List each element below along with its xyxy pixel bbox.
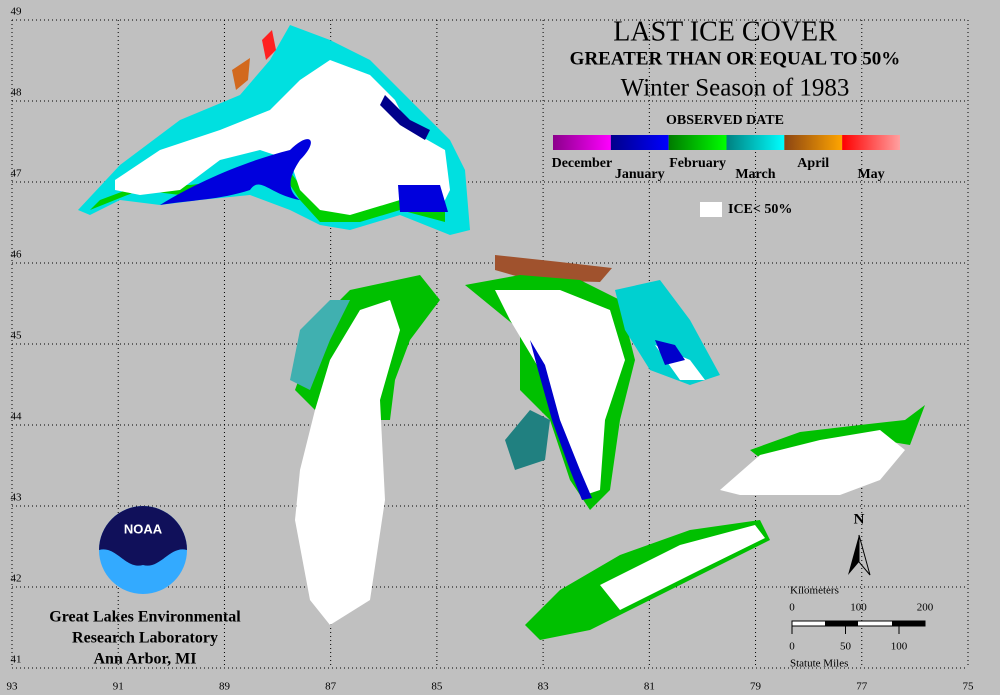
longitude-label: 93 — [7, 681, 19, 693]
scale-tick-label: 100 — [891, 641, 908, 653]
ice-may — [262, 30, 276, 60]
ice-march — [290, 300, 350, 390]
open-water — [600, 525, 765, 610]
ice-january — [160, 139, 311, 205]
ice-march — [505, 410, 550, 470]
latitude-label: 44 — [11, 411, 23, 423]
longitude-label: 83 — [538, 681, 550, 693]
ice-january — [398, 185, 448, 212]
legend-swatch — [784, 135, 843, 150]
open-water — [115, 60, 450, 215]
open-water — [720, 430, 905, 495]
longitude-label: 79 — [750, 681, 762, 693]
ice-swatch — [700, 202, 722, 217]
open-water — [495, 290, 625, 495]
latitude-label: 48 — [11, 87, 23, 99]
scale-km — [825, 621, 858, 626]
longitude-label: 77 — [856, 681, 868, 693]
ice-april — [232, 58, 250, 90]
open-water — [295, 300, 400, 625]
lab-line: Great Lakes Environmental — [49, 609, 241, 626]
legend-swatch — [610, 135, 669, 150]
ice-january — [655, 340, 685, 365]
ice-january — [530, 340, 592, 500]
lake-erie — [525, 520, 770, 640]
scale-title: Kilometers — [790, 585, 839, 597]
legend-swatch — [553, 135, 611, 150]
longitude-label: 75 — [963, 681, 975, 693]
legend-label: December — [552, 156, 613, 171]
latitude-label: 47 — [11, 168, 23, 180]
scale-km — [892, 621, 925, 626]
north-arrow — [858, 534, 871, 576]
legend-swatch — [842, 135, 900, 150]
lake-ontario — [720, 405, 925, 495]
latitude-label: 41 — [11, 654, 22, 666]
scale-tick-label: 0 — [789, 602, 795, 614]
longitude-label: 81 — [644, 681, 655, 693]
legend-swatch — [668, 135, 727, 150]
latitude-label: 45 — [11, 330, 23, 342]
lab-line: Research Laboratory — [72, 630, 218, 647]
scale-tick-label: 200 — [917, 602, 934, 614]
latitude-label: 43 — [11, 492, 23, 504]
scale-bar: Kilometers Statute Miles 0 100 200 0 50 100 — [789, 585, 934, 670]
longitude-label: 89 — [219, 681, 231, 693]
latitude-label: 46 — [11, 249, 23, 261]
legend-label: January — [615, 167, 665, 182]
longitude-label: 85 — [431, 681, 443, 693]
legend-label: May — [857, 167, 884, 182]
scale-tick-label: 0 — [789, 641, 795, 653]
legend-swatch — [726, 135, 785, 150]
lake-michigan — [290, 275, 440, 625]
north-arrow — [848, 535, 859, 575]
title: LAST ICE COVER — [613, 16, 837, 47]
season: Winter Season of 1983 — [621, 75, 850, 102]
legend-label: April — [797, 156, 829, 171]
noaa-logo: NOAA — [99, 506, 187, 594]
ice-march — [615, 280, 720, 385]
scale-title: Statute Miles — [790, 658, 848, 670]
scale-tick-label: 100 — [850, 602, 867, 614]
legend-label: February — [669, 156, 726, 171]
ice-label: ICE< 50% — [728, 202, 792, 217]
logo-top — [99, 506, 187, 566]
lake-huron — [465, 275, 720, 510]
latitude-label: 42 — [11, 573, 22, 585]
ice-april — [495, 255, 612, 282]
legend-title: OBSERVED DATE — [666, 113, 784, 128]
ice-january — [380, 95, 430, 140]
north-label: N — [854, 511, 865, 527]
latitude-label: 49 — [11, 6, 23, 18]
scale-tick-label: 50 — [840, 641, 852, 653]
subtitle: GREATER THAN OR EQUAL TO 50% — [570, 48, 901, 69]
logo-text: NOAA — [124, 521, 163, 536]
legend-label: March — [735, 167, 775, 182]
lake-superior — [78, 25, 470, 235]
lab-line: Ann Arbor, MI — [94, 651, 197, 668]
longitude-label: 91 — [113, 681, 124, 693]
longitude-label: 87 — [325, 681, 337, 693]
